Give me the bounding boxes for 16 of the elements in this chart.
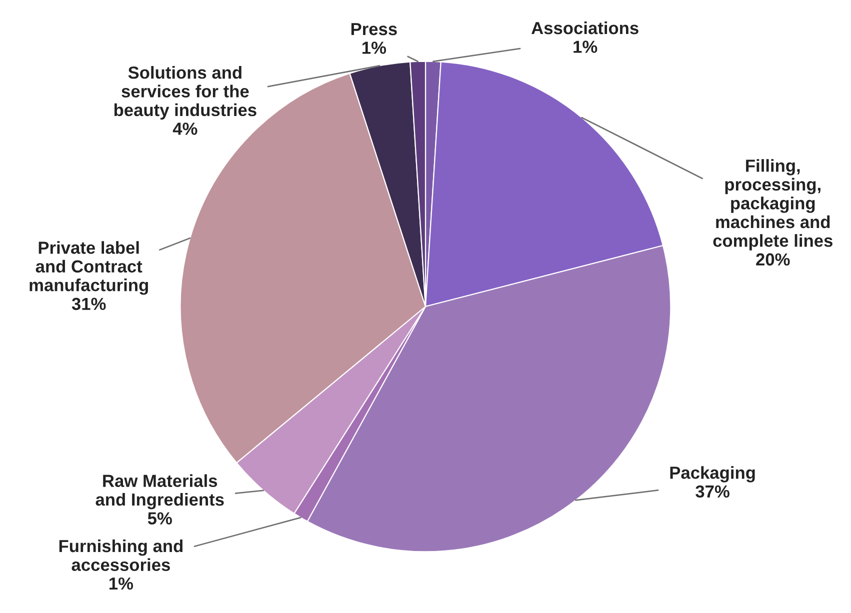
slice-label: Solutions and services for the beauty industries bbox=[114, 66, 256, 120]
data-label: 31% bbox=[72, 298, 106, 310]
data-label: 37% bbox=[696, 485, 730, 498]
data-label: 1% bbox=[574, 40, 598, 53]
data-label: 1% bbox=[362, 42, 386, 54]
data-label: 1% bbox=[109, 577, 134, 590]
data-label: 20% bbox=[756, 253, 790, 266]
slice-label: Press bbox=[351, 23, 397, 36]
slice-label: Filling, processing, packaging machines and complete lines bbox=[713, 159, 832, 250]
data-label: 5% bbox=[148, 512, 172, 524]
slice-label: Raw Materials and Ingredients bbox=[96, 474, 224, 510]
slice-label: Packaging bbox=[670, 466, 755, 482]
slice-label: Furnishing and accessories bbox=[59, 539, 182, 571]
data-label: 4% bbox=[172, 122, 198, 135]
slice-label: Private label and Contract manufacturing bbox=[30, 241, 148, 295]
slice-label: Associations bbox=[531, 21, 638, 34]
